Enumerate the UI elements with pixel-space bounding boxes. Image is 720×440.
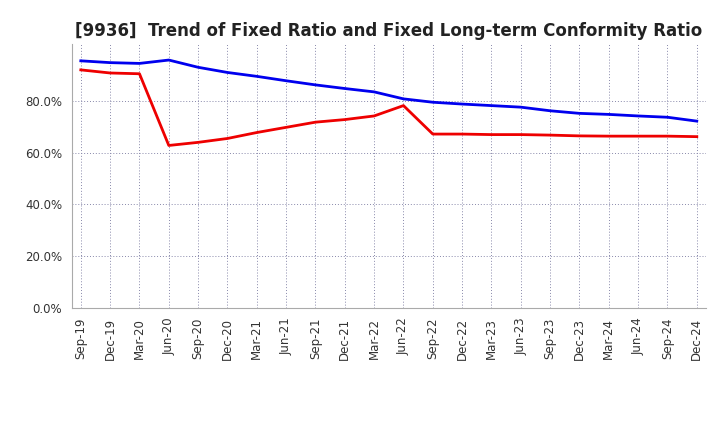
Fixed Long-term Conformity Ratio: [605, 133, 613, 139]
Fixed Long-term Conformity Ratio: [546, 132, 554, 138]
Line: Fixed Long-term Conformity Ratio: Fixed Long-term Conformity Ratio: [81, 70, 697, 146]
Fixed Long-term Conformity Ratio: [106, 70, 114, 76]
Fixed Long-term Conformity Ratio: [458, 132, 467, 137]
Fixed Long-term Conformity Ratio: [516, 132, 525, 137]
Fixed Ratio: [605, 112, 613, 117]
Fixed Ratio: [487, 103, 496, 108]
Fixed Ratio: [282, 78, 290, 84]
Fixed Long-term Conformity Ratio: [223, 136, 232, 141]
Fixed Long-term Conformity Ratio: [399, 103, 408, 108]
Fixed Ratio: [458, 101, 467, 106]
Fixed Ratio: [194, 65, 202, 70]
Fixed Long-term Conformity Ratio: [311, 120, 320, 125]
Fixed Long-term Conformity Ratio: [194, 140, 202, 145]
Fixed Ratio: [663, 114, 672, 120]
Fixed Ratio: [370, 89, 379, 95]
Fixed Long-term Conformity Ratio: [135, 71, 144, 77]
Fixed Ratio: [516, 105, 525, 110]
Fixed Long-term Conformity Ratio: [428, 132, 437, 137]
Fixed Ratio: [164, 57, 173, 62]
Fixed Ratio: [253, 74, 261, 79]
Fixed Ratio: [135, 61, 144, 66]
Fixed Long-term Conformity Ratio: [253, 130, 261, 135]
Fixed Ratio: [311, 82, 320, 88]
Fixed Long-term Conformity Ratio: [575, 133, 584, 139]
Fixed Long-term Conformity Ratio: [370, 114, 379, 119]
Fixed Long-term Conformity Ratio: [693, 134, 701, 139]
Fixed Long-term Conformity Ratio: [634, 133, 642, 139]
Fixed Long-term Conformity Ratio: [76, 67, 85, 73]
Title: [9936]  Trend of Fixed Ratio and Fixed Long-term Conformity Ratio: [9936] Trend of Fixed Ratio and Fixed Lo…: [75, 22, 703, 40]
Fixed Ratio: [575, 111, 584, 116]
Fixed Ratio: [693, 118, 701, 124]
Fixed Long-term Conformity Ratio: [341, 117, 349, 122]
Fixed Ratio: [428, 99, 437, 105]
Fixed Long-term Conformity Ratio: [663, 133, 672, 139]
Fixed Ratio: [546, 108, 554, 114]
Fixed Ratio: [76, 58, 85, 63]
Fixed Ratio: [399, 96, 408, 102]
Fixed Ratio: [106, 60, 114, 65]
Fixed Ratio: [341, 86, 349, 91]
Fixed Ratio: [223, 70, 232, 75]
Fixed Ratio: [634, 114, 642, 119]
Fixed Long-term Conformity Ratio: [282, 125, 290, 130]
Fixed Long-term Conformity Ratio: [164, 143, 173, 148]
Fixed Long-term Conformity Ratio: [487, 132, 496, 137]
Line: Fixed Ratio: Fixed Ratio: [81, 60, 697, 121]
